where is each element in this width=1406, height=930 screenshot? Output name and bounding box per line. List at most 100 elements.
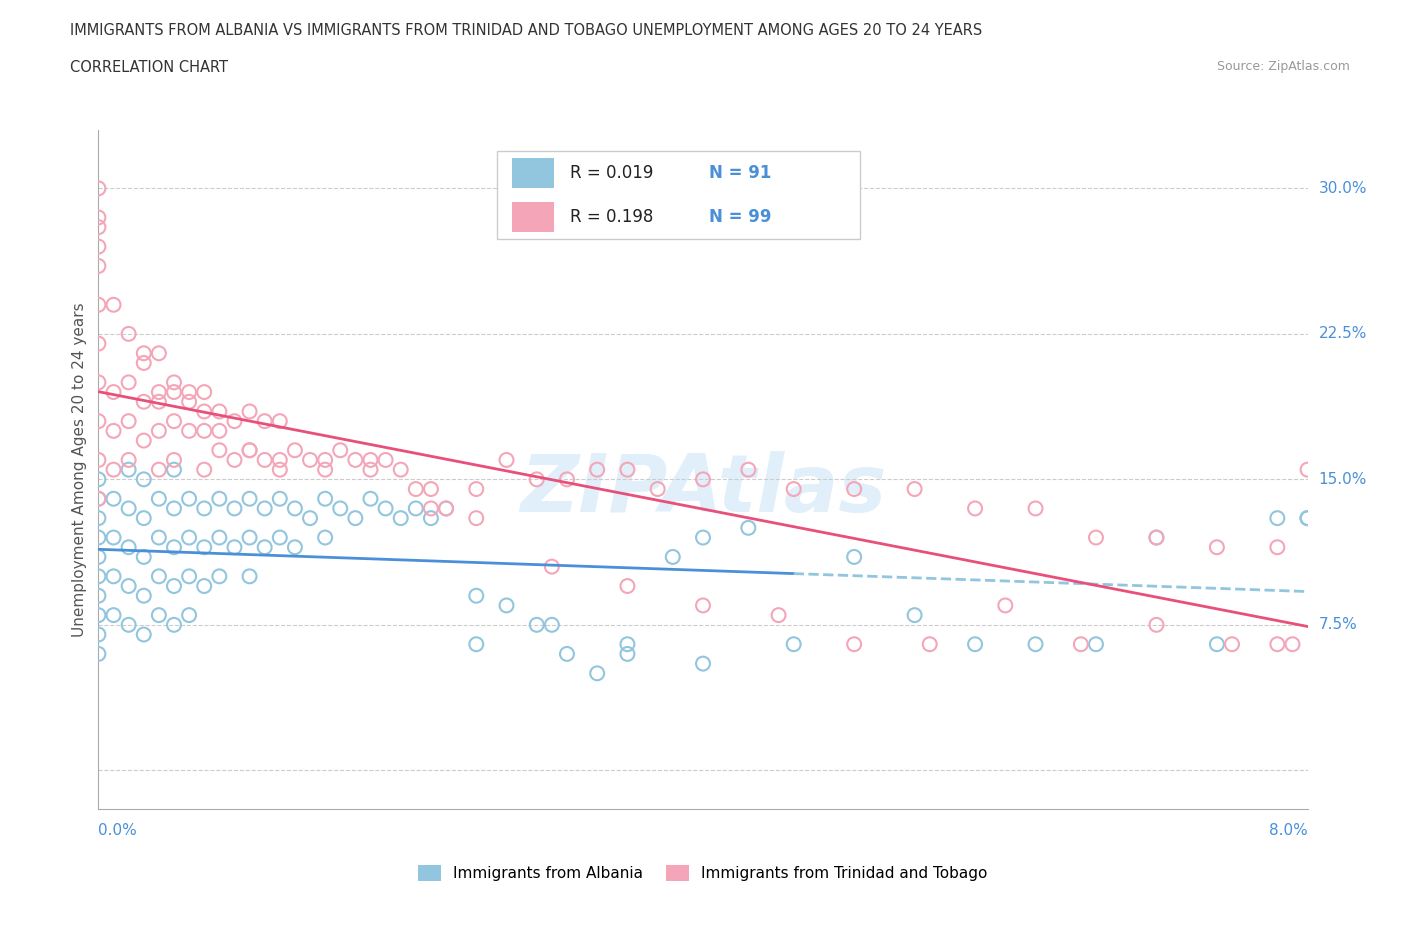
- Point: [118, 539, 141, 554]
- Point: [692, 598, 714, 613]
- Point: [965, 501, 987, 516]
- Point: [87, 298, 110, 312]
- Y-axis label: Unemployment Among Ages 20 to 24 years: Unemployment Among Ages 20 to 24 years: [72, 302, 87, 637]
- Point: [87, 453, 110, 468]
- Point: [132, 394, 155, 409]
- Point: [148, 530, 170, 545]
- Point: [148, 385, 170, 400]
- Point: [374, 501, 396, 516]
- Point: [359, 462, 381, 477]
- Point: [163, 414, 186, 429]
- Point: [103, 607, 125, 622]
- Point: [586, 666, 609, 681]
- FancyBboxPatch shape: [498, 151, 860, 239]
- Point: [118, 618, 141, 632]
- Text: 30.0%: 30.0%: [1319, 181, 1367, 196]
- Point: [193, 539, 215, 554]
- Point: [193, 462, 215, 477]
- Point: [344, 511, 367, 525]
- Point: [1220, 637, 1243, 652]
- Point: [269, 491, 291, 506]
- Point: [118, 453, 141, 468]
- Text: 22.5%: 22.5%: [1319, 326, 1367, 341]
- Point: [163, 578, 186, 593]
- Point: [87, 550, 110, 565]
- Point: [526, 472, 548, 486]
- Point: [87, 239, 110, 254]
- Text: 0.0%: 0.0%: [98, 823, 138, 838]
- Point: [87, 210, 110, 225]
- Point: [193, 578, 215, 593]
- Point: [118, 375, 141, 390]
- Point: [1024, 501, 1046, 516]
- Point: [87, 181, 110, 196]
- Point: [314, 453, 336, 468]
- Point: [148, 462, 170, 477]
- Point: [374, 453, 396, 468]
- Point: [903, 607, 925, 622]
- Point: [616, 462, 638, 477]
- Point: [1085, 530, 1108, 545]
- Point: [148, 394, 170, 409]
- Point: [239, 443, 262, 458]
- Point: [1070, 637, 1092, 652]
- Point: [844, 637, 866, 652]
- Point: [132, 346, 155, 361]
- Point: [434, 501, 457, 516]
- Point: [208, 569, 231, 584]
- Point: [1265, 637, 1288, 652]
- Point: [179, 607, 201, 622]
- Point: [179, 385, 201, 400]
- Point: [344, 453, 367, 468]
- Point: [132, 589, 155, 604]
- Point: [918, 637, 941, 652]
- Point: [87, 627, 110, 642]
- Point: [269, 530, 291, 545]
- Point: [253, 414, 276, 429]
- Point: [1296, 511, 1319, 525]
- Point: [269, 414, 291, 429]
- Point: [314, 530, 336, 545]
- Legend: Immigrants from Albania, Immigrants from Trinidad and Tobago: Immigrants from Albania, Immigrants from…: [412, 859, 994, 887]
- Point: [1296, 511, 1319, 525]
- Point: [647, 482, 669, 497]
- Point: [208, 491, 231, 506]
- Point: [844, 482, 866, 497]
- Point: [253, 453, 276, 468]
- Point: [1205, 637, 1229, 652]
- Point: [1265, 511, 1288, 525]
- Point: [193, 501, 215, 516]
- Point: [616, 646, 638, 661]
- Point: [1144, 530, 1167, 545]
- Point: [692, 530, 714, 545]
- Point: [87, 472, 110, 486]
- Point: [526, 618, 548, 632]
- Point: [163, 453, 186, 468]
- Point: [179, 569, 201, 584]
- Point: [103, 530, 125, 545]
- Point: [148, 607, 170, 622]
- Text: N = 91: N = 91: [709, 164, 772, 181]
- Point: [118, 414, 141, 429]
- FancyBboxPatch shape: [512, 202, 554, 232]
- Point: [1024, 637, 1046, 652]
- Point: [1265, 539, 1288, 554]
- Point: [193, 404, 215, 418]
- Point: [419, 482, 441, 497]
- Text: N = 99: N = 99: [709, 207, 772, 226]
- Text: IMMIGRANTS FROM ALBANIA VS IMMIGRANTS FROM TRINIDAD AND TOBAGO UNEMPLOYMENT AMON: IMMIGRANTS FROM ALBANIA VS IMMIGRANTS FR…: [70, 23, 983, 38]
- Point: [193, 423, 215, 438]
- Point: [132, 550, 155, 565]
- Text: 8.0%: 8.0%: [1268, 823, 1308, 838]
- FancyBboxPatch shape: [512, 158, 554, 188]
- Point: [314, 462, 336, 477]
- Point: [87, 491, 110, 506]
- Point: [419, 511, 441, 525]
- Point: [284, 501, 307, 516]
- Point: [1085, 637, 1108, 652]
- Point: [87, 414, 110, 429]
- Point: [359, 453, 381, 468]
- Point: [329, 443, 352, 458]
- Point: [87, 569, 110, 584]
- Point: [965, 637, 987, 652]
